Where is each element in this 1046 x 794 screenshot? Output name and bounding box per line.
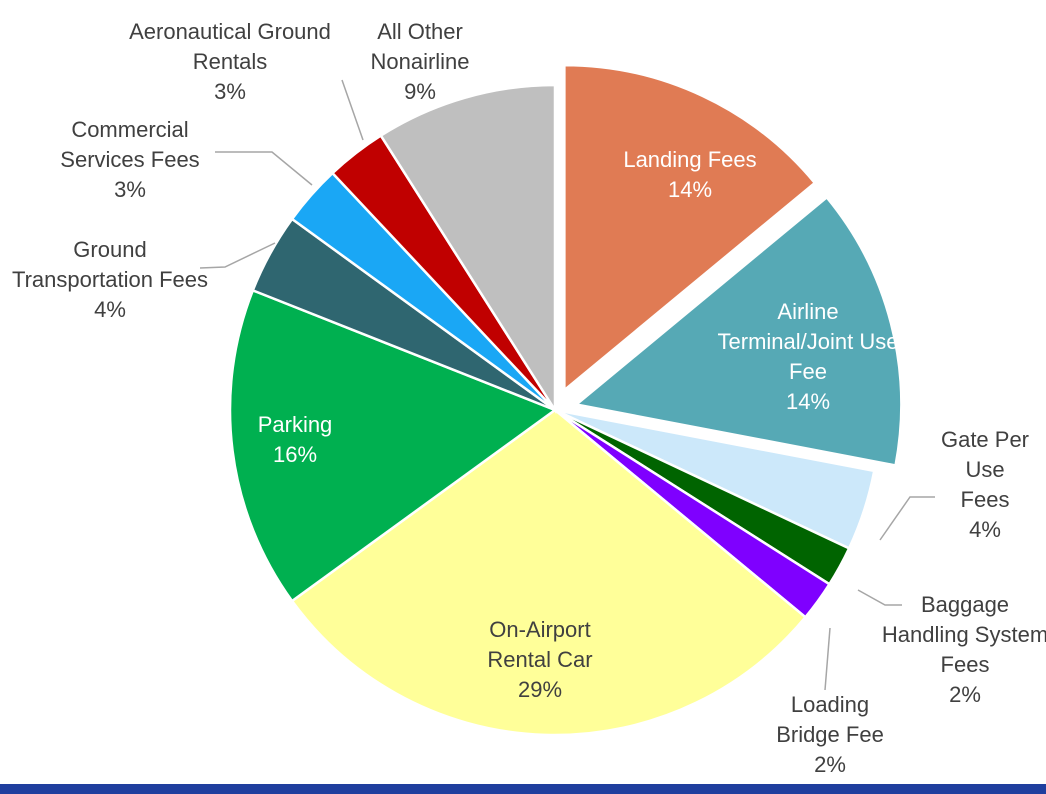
leader-line bbox=[824, 627, 831, 691]
category-label: Baggage Handling System Fees bbox=[881, 592, 1046, 677]
value-label: 14% bbox=[667, 177, 713, 202]
category-label: All Other Nonairline bbox=[370, 19, 470, 74]
slice-label: Baggage Handling System Fees 2% bbox=[880, 590, 1046, 710]
value-label: 4% bbox=[969, 517, 1001, 542]
category-label: Commercial Services Fees bbox=[60, 117, 200, 172]
value-label: 4% bbox=[94, 297, 126, 322]
value-label: 2% bbox=[949, 682, 981, 707]
slice-label: Airline Terminal/Joint Use Fee 14% bbox=[713, 297, 903, 417]
category-label: Airline Terminal/Joint Use Fee bbox=[717, 299, 899, 384]
pie-slice bbox=[573, 195, 903, 467]
slice-label: Ground Transportation Fees 4% bbox=[10, 235, 210, 325]
category-label: Aeronautical Ground Rentals bbox=[129, 19, 331, 74]
slice-label: On-Airport Rental Car 29% bbox=[455, 615, 625, 705]
category-label: Landing Fees bbox=[623, 147, 757, 172]
bottom-bar bbox=[0, 784, 1046, 794]
slice-label: Commercial Services Fees 3% bbox=[35, 115, 225, 205]
slice-label: All Other Nonairline 9% bbox=[345, 17, 495, 107]
value-label: 3% bbox=[114, 177, 146, 202]
pie-slice bbox=[379, 83, 557, 415]
value-label: 29% bbox=[517, 677, 563, 702]
category-label: On-Airport Rental Car bbox=[487, 617, 593, 672]
slice-label: Gate Per Use Fees 4% bbox=[940, 425, 1030, 545]
category-label: Loading Bridge Fee bbox=[776, 692, 884, 747]
leader-line bbox=[215, 151, 313, 186]
slice-label: Aeronautical Ground Rentals 3% bbox=[125, 17, 335, 107]
category-label: Ground Transportation Fees bbox=[11, 237, 209, 292]
value-label: 9% bbox=[404, 79, 436, 104]
pie-slice bbox=[290, 408, 808, 737]
leader-line bbox=[341, 79, 364, 141]
value-label: 16% bbox=[272, 442, 318, 467]
pie-slice bbox=[563, 63, 817, 393]
category-label: Parking bbox=[257, 412, 333, 437]
leader-line bbox=[199, 242, 276, 269]
slice-label: Loading Bridge Fee 2% bbox=[765, 690, 895, 780]
value-label: 2% bbox=[814, 752, 846, 777]
leader-line bbox=[879, 496, 935, 541]
category-label: Gate Per Use Fees bbox=[940, 427, 1030, 512]
slice-label: Parking 16% bbox=[235, 410, 355, 470]
value-label: 14% bbox=[785, 389, 831, 414]
pie-slice bbox=[228, 288, 558, 603]
value-label: 3% bbox=[214, 79, 246, 104]
slice-label: Landing Fees 14% bbox=[590, 145, 790, 205]
leader-line bbox=[857, 589, 902, 606]
